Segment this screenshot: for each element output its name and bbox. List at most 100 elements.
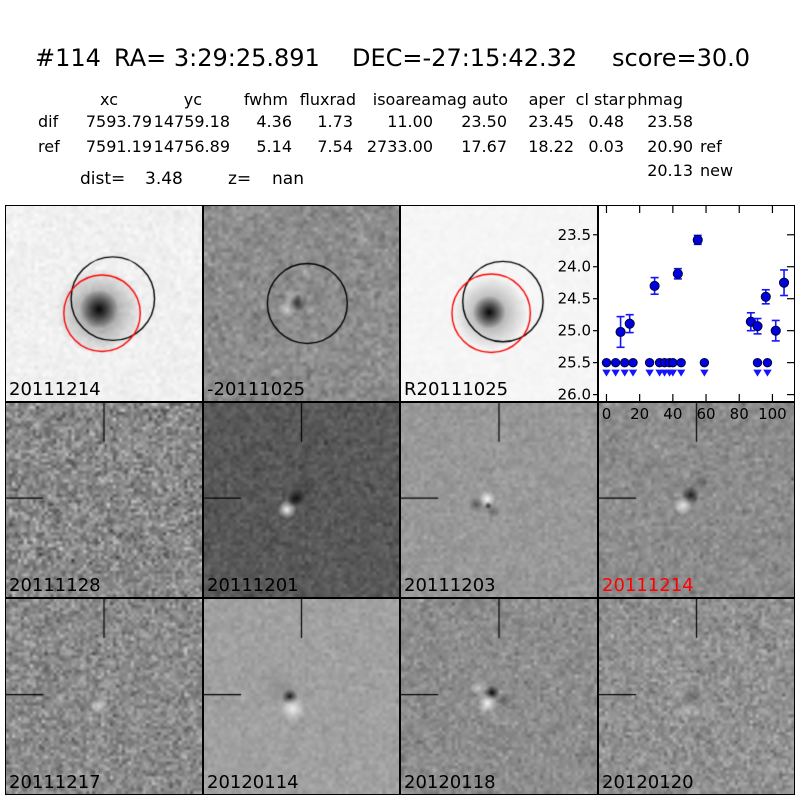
x-tick-label: 60	[696, 405, 715, 423]
value-ref-xc: 7591.19	[85, 137, 152, 156]
upper-limit-arrow	[700, 369, 709, 377]
x-tick-label: 40	[663, 405, 682, 423]
upper-limit-arrow	[668, 369, 678, 377]
value-dif-fluxrad: 1.73	[317, 112, 353, 131]
column-header-isoarea: isoarea	[372, 90, 431, 109]
value-dif-yc: 14759.18	[153, 112, 230, 131]
dist-value: 3.48	[145, 169, 183, 189]
candidate-ra: RA= 3:29:25.891	[114, 44, 320, 72]
upper-limit-point	[620, 357, 630, 368]
upper-limit-point	[601, 357, 612, 368]
photometry-point	[692, 234, 703, 245]
y-tick-label: 25.5	[558, 354, 591, 372]
upper-limit-point	[610, 357, 621, 368]
upper-limit-arrow	[628, 369, 638, 377]
cutout-panel-20120114: 20120114	[203, 598, 400, 795]
row-label-ref: ref	[38, 137, 60, 156]
y-tick-label: 23.5	[558, 226, 591, 244]
cutout-date-label: 20111201	[207, 575, 299, 596]
cutout-date-label: 20120118	[404, 772, 496, 793]
candidate-dec: DEC=-27:15:42.32	[352, 44, 578, 72]
column-header-cl-star: cl star	[575, 90, 625, 109]
cutout-image	[401, 206, 597, 401]
dist-z-row: dist= 3.48 z= nan	[0, 169, 800, 189]
value-ref-fwhm: 5.14	[256, 137, 292, 156]
photometry-point	[649, 280, 660, 291]
suffix-ref: ref	[700, 137, 722, 156]
value-ref-cl-star: 0.03	[588, 137, 624, 156]
cutout-image	[204, 403, 399, 597]
upper-limit-arrow	[602, 369, 611, 377]
y-tick-label: 26.0	[558, 386, 591, 404]
candidate-id: #114	[35, 44, 101, 72]
cutout-image	[599, 599, 794, 794]
cutout-panel-20111201: 20111201	[203, 402, 400, 598]
column-header-yc: yc	[183, 90, 202, 109]
cutout-panel-20111203: 20111203	[400, 402, 598, 598]
upper-limit-point	[644, 357, 655, 368]
x-tick-label: 100	[758, 405, 787, 423]
photometry-point	[770, 325, 781, 336]
upper-limit-arrow	[620, 369, 629, 377]
value-ref-mag-auto: 17.67	[461, 137, 507, 156]
value-ref-yc: 14756.89	[153, 137, 230, 156]
table-row-dif: dif 7593.79 14759.18 4.36 1.73 11.00 23.50 23.4…	[0, 112, 800, 132]
cutout-date-label: -20111025	[207, 379, 306, 400]
table-extra-phmag-row: 20.13 new	[0, 161, 800, 181]
y-tick-label: 25.0	[558, 322, 591, 340]
x-tick-label: 0	[602, 405, 612, 423]
column-header-fluxrad: fluxrad	[299, 90, 356, 109]
value-ref-isoarea: 2733.00	[366, 137, 433, 156]
upper-limit-point	[668, 357, 678, 368]
value-dif-fwhm: 4.36	[256, 112, 292, 131]
upper-limit-arrow	[645, 369, 654, 377]
cutout-date-label: R20111025	[404, 379, 509, 400]
value-dif-cl-star: 0.48	[588, 112, 624, 131]
phmag-new-value: 20.13	[647, 161, 693, 180]
row-label-dif: dif	[38, 112, 59, 131]
cutout-panel-20120118: 20120118	[400, 598, 598, 795]
cutout-date-label: 20111214	[602, 575, 694, 596]
upper-limit-point	[676, 357, 686, 368]
column-header-xc: xc	[100, 90, 118, 109]
z-value: nan	[272, 169, 304, 189]
cutout-date-label: 20111217	[9, 772, 101, 793]
cutout-date-label: 20111128	[9, 575, 101, 596]
cutout-panel-20111128: 20111128	[5, 402, 203, 598]
value-dif-xc: 7593.79	[85, 112, 152, 131]
cutout-image	[401, 599, 597, 794]
column-header-aper: aper	[528, 90, 565, 109]
cutout-image	[599, 403, 794, 597]
cutout-date-label: 20120120	[602, 772, 694, 793]
photometry-point	[624, 318, 635, 329]
cutout-panel-20111214: 20111214	[5, 205, 203, 402]
upper-limit-point	[699, 357, 710, 368]
value-ref-phmag: 20.90	[647, 137, 693, 156]
value-dif-isoarea: 11.00	[387, 112, 433, 131]
cutout-panel-20111214: 20111214	[598, 402, 795, 598]
figure-title: #114 RA= 3:29:25.891 DEC=-27:15:42.32 sc…	[0, 44, 800, 72]
cutout-image	[204, 599, 399, 794]
value-dif-aper: 23.45	[528, 112, 574, 131]
table-header-row: xc yc fwhm fluxrad isoarea mag auto aper cl sta…	[0, 90, 800, 110]
upper-limit-point	[762, 357, 773, 368]
lightcurve-plot: 23.5 24.0 24.5 25.0 25.5 26.0 0 20 40 60 80 100	[558, 206, 794, 423]
cutout-image	[6, 599, 202, 794]
y-tick-label: 24.5	[558, 290, 591, 308]
column-header-mag-auto: mag auto	[431, 90, 508, 109]
upper-limit-point	[628, 357, 638, 368]
upper-limit-point	[752, 357, 763, 368]
upper-limit-arrow	[676, 369, 686, 377]
value-dif-phmag: 23.58	[647, 112, 693, 131]
cutout-panel-R20111025: R20111025	[400, 205, 598, 402]
table-row-ref: ref 7591.19 14756.89 5.14 7.54 2733.00 17.67 18…	[0, 137, 800, 157]
photometry-point	[615, 326, 626, 338]
y-tick-label: 24.0	[558, 258, 591, 276]
cutout-date-label: 20120114	[207, 772, 299, 793]
column-header-fwhm: fwhm	[243, 90, 288, 109]
cutout-image	[6, 206, 202, 401]
cutout-image	[401, 403, 597, 597]
cutout-image	[6, 403, 202, 597]
cutout-panel-20111217: 20111217	[5, 598, 203, 795]
